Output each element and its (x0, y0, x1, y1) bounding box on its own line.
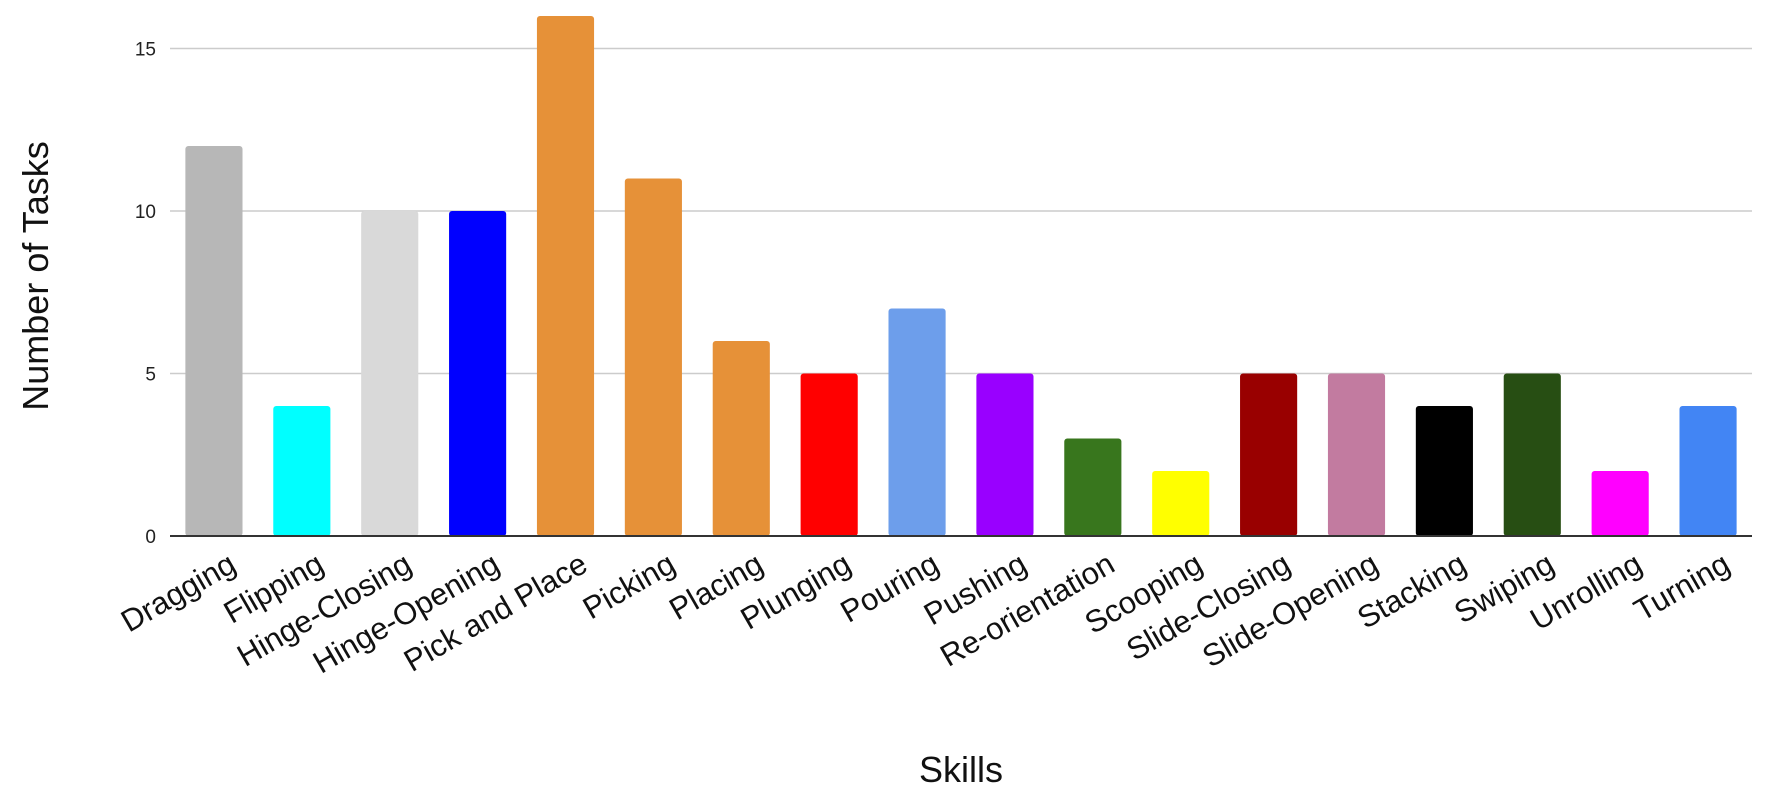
bar-swiping (1503, 373, 1561, 536)
bars (185, 16, 1737, 536)
bar-pushing (976, 373, 1034, 536)
y-tick-label: 5 (145, 365, 156, 386)
y-tick-label: 10 (135, 202, 156, 223)
bar-turning (1679, 406, 1737, 536)
bar-placing (712, 341, 770, 536)
bar-pick-and-place (536, 16, 595, 536)
y-axis-title: Number of Tasks (15, 141, 56, 410)
x-tick-label: Dragging (115, 546, 241, 639)
gridlines (170, 47, 1752, 375)
bar-hinge-opening (449, 211, 507, 536)
x-tick-label: Picking (577, 546, 681, 626)
bar-stacking (1415, 406, 1473, 536)
bar-unrolling (1591, 471, 1649, 536)
x-tick-label: Turning (1628, 546, 1736, 628)
x-axis-labels: DraggingFlippingHinge-ClosingHinge-Openi… (115, 546, 1736, 681)
bar-pouring (888, 308, 946, 536)
bar-plunging (800, 373, 858, 536)
bar-scooping (1152, 471, 1210, 536)
bar-picking (624, 178, 682, 536)
y-tick-label: 0 (145, 527, 156, 548)
bar-re-orientation (1064, 438, 1122, 536)
bar-hinge-closing (361, 211, 419, 536)
bar-slide-closing (1240, 373, 1298, 536)
bar-slide-opening (1327, 373, 1386, 536)
bar-dragging (185, 146, 243, 536)
x-axis-title: Skills (919, 749, 1003, 790)
y-axis-ticks: 0 5 10 15 (135, 40, 156, 549)
y-tick-label: 15 (135, 40, 156, 61)
bar-flipping (273, 406, 331, 536)
